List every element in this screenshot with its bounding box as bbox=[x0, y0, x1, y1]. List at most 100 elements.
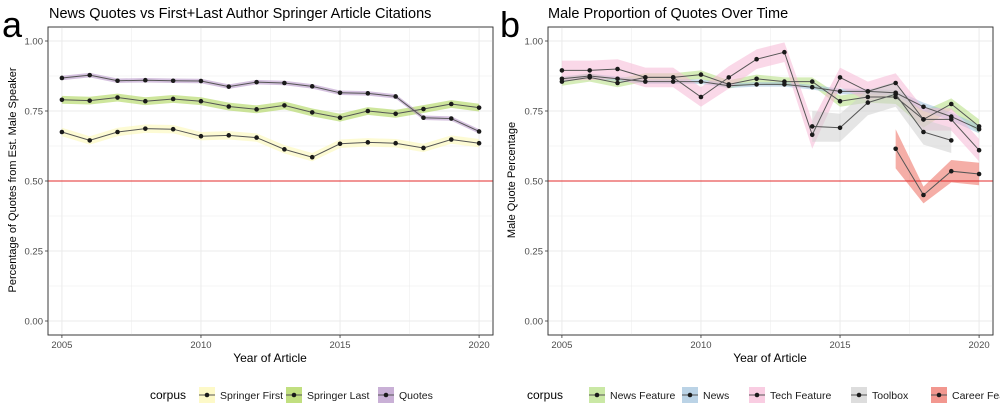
y-tick-label: 0.25 bbox=[25, 247, 44, 258]
data-point-springer-first bbox=[421, 145, 426, 151]
y-axis-label-b: Male Quote Percentage bbox=[506, 122, 518, 238]
data-point-news-feature bbox=[754, 76, 759, 82]
data-point-news bbox=[976, 126, 982, 132]
data-point-tech-feature bbox=[837, 75, 843, 80]
data-point-news bbox=[921, 104, 926, 110]
panel-letter-b: b bbox=[500, 4, 520, 45]
data-point-springer-last bbox=[337, 115, 343, 121]
data-point-career-feature bbox=[948, 168, 954, 174]
y-tick-label: 0.75 bbox=[525, 107, 544, 118]
legend-point-toolbox bbox=[856, 392, 862, 398]
legend-title-a: corpus bbox=[150, 388, 186, 402]
x-tick-label: 2010 bbox=[690, 340, 711, 351]
data-point-springer-first bbox=[282, 147, 287, 152]
data-point-quotes bbox=[282, 80, 287, 86]
legend-point-news-feature bbox=[594, 392, 600, 398]
data-point-toolbox bbox=[948, 138, 954, 143]
data-point-quotes bbox=[337, 90, 343, 96]
data-point-springer-last bbox=[115, 95, 120, 100]
series-line-springer-last bbox=[61, 97, 480, 119]
data-point-tech-feature bbox=[698, 94, 704, 100]
data-point-springer-first bbox=[254, 135, 259, 140]
plot-area-a: 0.00 0.25 0.50 0.75 1.00 2005 2010 2015 2020 bbox=[25, 26, 494, 351]
data-point-springer-last bbox=[143, 98, 148, 104]
ribbon-tech-feature bbox=[561, 42, 980, 162]
data-point-tech-feature bbox=[726, 75, 732, 80]
data-point-news bbox=[754, 82, 759, 87]
series-line-toolbox bbox=[812, 93, 952, 141]
data-point-springer-first bbox=[365, 140, 371, 145]
data-point-quotes bbox=[115, 78, 120, 84]
data-point-springer-first bbox=[87, 138, 93, 143]
data-point-springer-last bbox=[448, 101, 454, 107]
legend-point-news bbox=[687, 392, 693, 398]
data-point-career-feature bbox=[921, 192, 926, 198]
data-point-news bbox=[837, 89, 843, 94]
legend-label-springer-first: Springer First bbox=[220, 390, 283, 402]
legend-label-news: News bbox=[703, 390, 729, 402]
data-point-toolbox bbox=[837, 125, 843, 131]
data-point-tech-feature bbox=[976, 147, 982, 153]
data-point-news bbox=[615, 76, 620, 82]
y-tick-label: 0.00 bbox=[25, 317, 44, 328]
data-point-toolbox bbox=[809, 124, 815, 129]
x-axis-label-b: Year of Article bbox=[733, 351, 807, 365]
data-point-springer-first bbox=[337, 141, 343, 147]
data-point-news bbox=[698, 79, 704, 84]
data-point-tech-feature bbox=[615, 66, 620, 72]
x-tick-label: 2005 bbox=[51, 340, 72, 351]
data-point-quotes bbox=[198, 78, 204, 84]
data-point-springer-last bbox=[365, 108, 371, 114]
series-line-career-feature bbox=[895, 148, 980, 196]
y-tick-label: 1.00 bbox=[25, 37, 44, 48]
data-point-tech-feature bbox=[643, 75, 648, 80]
chart-title-a: News Quotes vs First+Last Author Springe… bbox=[49, 6, 431, 22]
legend-point-quotes bbox=[383, 392, 389, 398]
data-point-springer-last bbox=[59, 97, 65, 103]
y-tick-label: 0.50 bbox=[525, 177, 544, 188]
legend-point-tech-feature bbox=[754, 392, 760, 398]
ribbon-toolbox bbox=[812, 81, 952, 153]
data-point-toolbox bbox=[921, 129, 926, 135]
legend-label-tech-feature: Tech Feature bbox=[770, 390, 831, 402]
plot-border-b bbox=[547, 26, 994, 336]
data-point-toolbox bbox=[865, 100, 871, 105]
data-point-tech-feature bbox=[587, 68, 593, 73]
data-point-quotes bbox=[59, 75, 65, 81]
data-point-quotes bbox=[87, 72, 93, 78]
panel-a: a News Quotes vs First+Last Author Sprin… bbox=[2, 4, 494, 365]
data-point-news bbox=[643, 79, 648, 84]
data-point-tech-feature bbox=[893, 80, 898, 86]
legend-label-news-feature: News Feature bbox=[610, 390, 676, 402]
data-point-springer-first bbox=[59, 129, 65, 135]
legend-label-quotes: Quotes bbox=[399, 390, 433, 402]
data-point-news-feature bbox=[698, 72, 704, 77]
data-point-springer-first bbox=[309, 154, 315, 160]
x-tick-label: 2005 bbox=[551, 340, 572, 351]
data-point-news bbox=[670, 79, 676, 84]
data-point-news-feature bbox=[865, 94, 871, 100]
legend-b: corpus News Feature News Tech Feature Toolb… bbox=[527, 387, 1000, 403]
data-point-quotes bbox=[143, 77, 148, 83]
data-point-news bbox=[587, 73, 593, 79]
data-point-career-feature bbox=[893, 146, 898, 152]
data-point-news-feature bbox=[615, 80, 620, 86]
data-point-springer-first bbox=[115, 129, 120, 135]
data-point-springer-last bbox=[226, 104, 232, 109]
chart-title-b: Male Proportion of Quotes Over Time bbox=[548, 6, 788, 22]
data-point-springer-first bbox=[198, 133, 204, 139]
y-tick-label: 0.25 bbox=[525, 247, 544, 258]
data-point-tech-feature bbox=[559, 68, 565, 73]
data-point-springer-last bbox=[87, 98, 93, 103]
data-point-tech-feature bbox=[754, 56, 759, 62]
data-point-tech-feature bbox=[809, 132, 815, 138]
data-point-quotes bbox=[421, 115, 426, 121]
data-point-springer-first bbox=[170, 126, 176, 132]
data-point-springer-first bbox=[448, 137, 454, 142]
legend-point-career-feature bbox=[936, 392, 942, 398]
data-point-news bbox=[726, 83, 732, 89]
data-point-quotes bbox=[226, 84, 232, 89]
y-axis-label-a: Percentage of Quotes from Est. Male Spea… bbox=[7, 67, 19, 292]
legend-label-career-feature: Career Feature bbox=[952, 390, 1000, 402]
